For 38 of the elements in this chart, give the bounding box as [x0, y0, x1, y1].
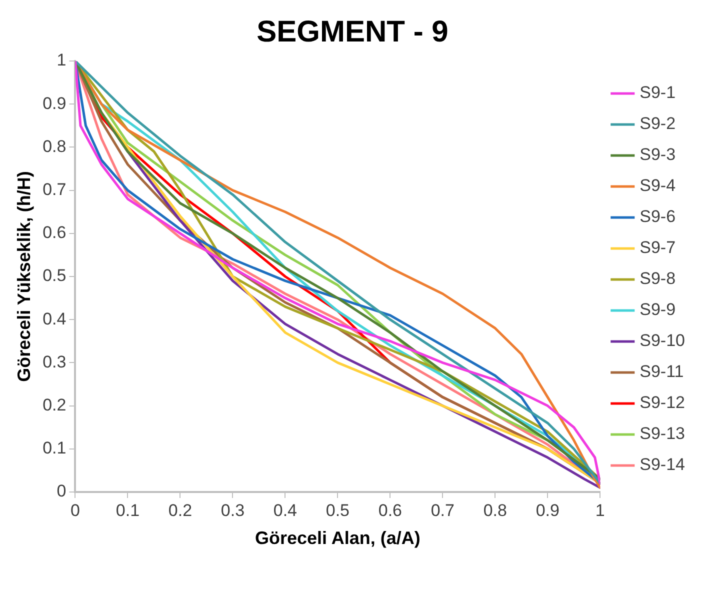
legend-label: S9-14	[640, 455, 686, 474]
y-tick-label: 0.5	[42, 266, 66, 286]
legend-label: S9-2	[640, 114, 676, 134]
y-tick-label: 0.1	[42, 438, 66, 458]
x-tick-label: 0.8	[483, 500, 507, 520]
y-tick-label: 0.8	[42, 136, 66, 156]
legend-label: S9-8	[640, 269, 676, 288]
x-tick-label: 0.6	[378, 500, 402, 520]
legend-label: S9-11	[640, 362, 684, 382]
chart-title: SEGMENT - 9	[256, 15, 448, 48]
y-tick-label: 0.2	[42, 395, 66, 414]
legend-label: S9-4	[640, 176, 676, 196]
x-tick-label: 0.5	[326, 500, 350, 520]
x-tick-label: 1	[595, 500, 605, 520]
x-tick-label: 0.7	[430, 500, 454, 520]
y-tick-label: 0.6	[42, 223, 66, 242]
legend-label: S9-3	[640, 145, 676, 164]
legend-label: S9-12	[640, 393, 686, 412]
legend-label: S9-13	[640, 424, 686, 444]
y-tick-label: 0	[56, 482, 66, 501]
legend-label: S9-9	[640, 300, 676, 320]
y-tick-label: 1	[56, 50, 66, 70]
x-tick-label: 0.1	[116, 500, 140, 520]
legend-label: S9-1	[640, 83, 676, 102]
x-tick-label: 0.2	[168, 500, 192, 520]
x-axis-title: Göreceli Alan, (a/A)	[254, 528, 420, 548]
y-tick-label: 0.7	[42, 180, 66, 199]
y-tick-label: 0.4	[42, 309, 66, 328]
legend-label: S9-10	[640, 331, 686, 350]
x-tick-label: 0.4	[273, 500, 298, 520]
x-tick-label: 0.9	[536, 500, 560, 520]
x-tick-label: 0	[70, 500, 80, 520]
legend-label: S9-7	[640, 238, 676, 258]
y-tick-label: 0.3	[42, 352, 66, 372]
legend-label: S9-6	[640, 207, 676, 226]
y-tick-label: 0.9	[42, 94, 66, 113]
y-axis-title: Göreceli Yükseklik, (h/H)	[14, 171, 34, 382]
x-tick-label: 0.3	[220, 500, 245, 520]
